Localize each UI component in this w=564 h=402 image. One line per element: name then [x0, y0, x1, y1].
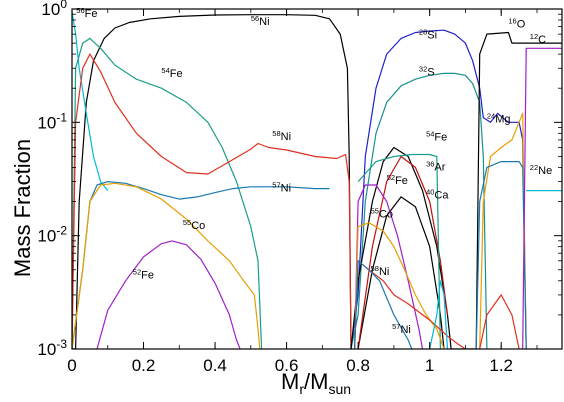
isotope-labels-group: 56Fe 56Ni 54Fe 58Ni 57Ni 55Co 52Fe 28Si 32S 16O 12… — [76, 6, 552, 336]
isotope-label-16O: 16O — [508, 16, 525, 30]
isotope-label-58Ni: 58Ni — [272, 129, 291, 143]
chart-series-group — [72, 11, 562, 349]
y-axis-title: Mass Fraction — [10, 139, 35, 277]
isotope-label-57Ni: 57Ni — [392, 322, 411, 336]
isotope-label-58Ni: 58Ni — [371, 264, 390, 278]
x-axis-title: Mr/Msun — [281, 369, 351, 397]
series-line-58Ni-3 — [72, 53, 352, 349]
plot-frame — [71, 8, 563, 350]
isotope-label-54Fe: 54Fe — [161, 66, 182, 80]
series-line-si-tail-21 — [429, 280, 449, 349]
series-line-57Ni-16 — [354, 260, 413, 349]
series-line-52Fe-13 — [354, 184, 424, 349]
isotope-label-56Ni: 56Ni — [251, 14, 270, 28]
series-line-54Fe-12 — [357, 153, 441, 349]
y-tick-label: 10-2 — [37, 224, 67, 246]
series-line-57Ni-4 — [72, 181, 330, 349]
x-tick-label: 1 — [425, 356, 434, 375]
series-line-24Mg-17 — [479, 112, 527, 349]
isotope-label-36Ar: 36Ar — [426, 160, 446, 174]
x-tick-label: 1.2 — [489, 356, 513, 375]
isotope-label-55Co: 55Co — [183, 218, 205, 232]
axis-ticks-group: 0 0.2 0.4 0.6 0.8 1 1.2 10-3 10-2 10-1 100 — [37, 0, 562, 375]
x-tick-label: 0.8 — [346, 356, 370, 375]
isotope-label-55Co: 55Co — [371, 206, 393, 220]
series-line-22Ne-18 — [475, 161, 527, 349]
series-line-40Ca-10 — [357, 196, 445, 349]
series-line-54Fe-2 — [72, 37, 263, 349]
series-line-12C-19 — [522, 47, 562, 349]
series-line-ni58-tail-22 — [479, 294, 520, 349]
series-line-16O-9 — [350, 31, 562, 349]
y-tick-label: 100 — [41, 0, 67, 19]
isotope-label-56Fe: 56Fe — [76, 6, 97, 20]
isotope-label-40Ca: 40Ca — [426, 187, 449, 201]
isotope-label-22Ne: 22Ne — [530, 163, 552, 177]
x-tick-label: 0 — [67, 356, 76, 375]
series-line-52Fe-6 — [96, 240, 241, 349]
isotope-label-28Si: 28Si — [419, 27, 437, 41]
isotope-label-52Fe: 52Fe — [387, 173, 408, 187]
isotope-label-24Mg: 24Mg — [487, 111, 511, 125]
isotope-label-12C: 12C — [530, 32, 546, 46]
isotope-label-52Fe: 52Fe — [133, 267, 154, 281]
y-tick-label: 10-3 — [37, 337, 67, 359]
x-tick-label: 0.4 — [203, 356, 227, 375]
x-tick-label: 0.6 — [275, 356, 299, 375]
isotope-label-54Fe: 54Fe — [426, 130, 447, 144]
y-tick-label: 10-1 — [37, 110, 67, 132]
series-line-28Si-7 — [350, 29, 527, 349]
x-tick-label: 0.2 — [132, 356, 156, 375]
series-line-56Ni-0 — [72, 14, 352, 349]
isotope-label-57Ni: 57Ni — [272, 181, 291, 195]
series-line-55Co-5 — [72, 182, 261, 349]
isotope-label-32S: 32S — [419, 64, 435, 78]
series-line-32S-8 — [350, 72, 488, 349]
